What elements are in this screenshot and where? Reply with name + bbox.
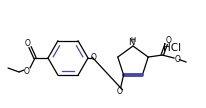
Text: O: O [25,39,31,48]
Text: O: O [174,55,180,64]
Text: HCl: HCl [163,43,181,53]
Text: H: H [130,37,136,43]
Text: O: O [165,36,171,45]
Text: O: O [117,87,123,96]
Text: O: O [23,67,29,75]
Text: N: N [128,38,134,47]
Text: O: O [91,53,97,63]
